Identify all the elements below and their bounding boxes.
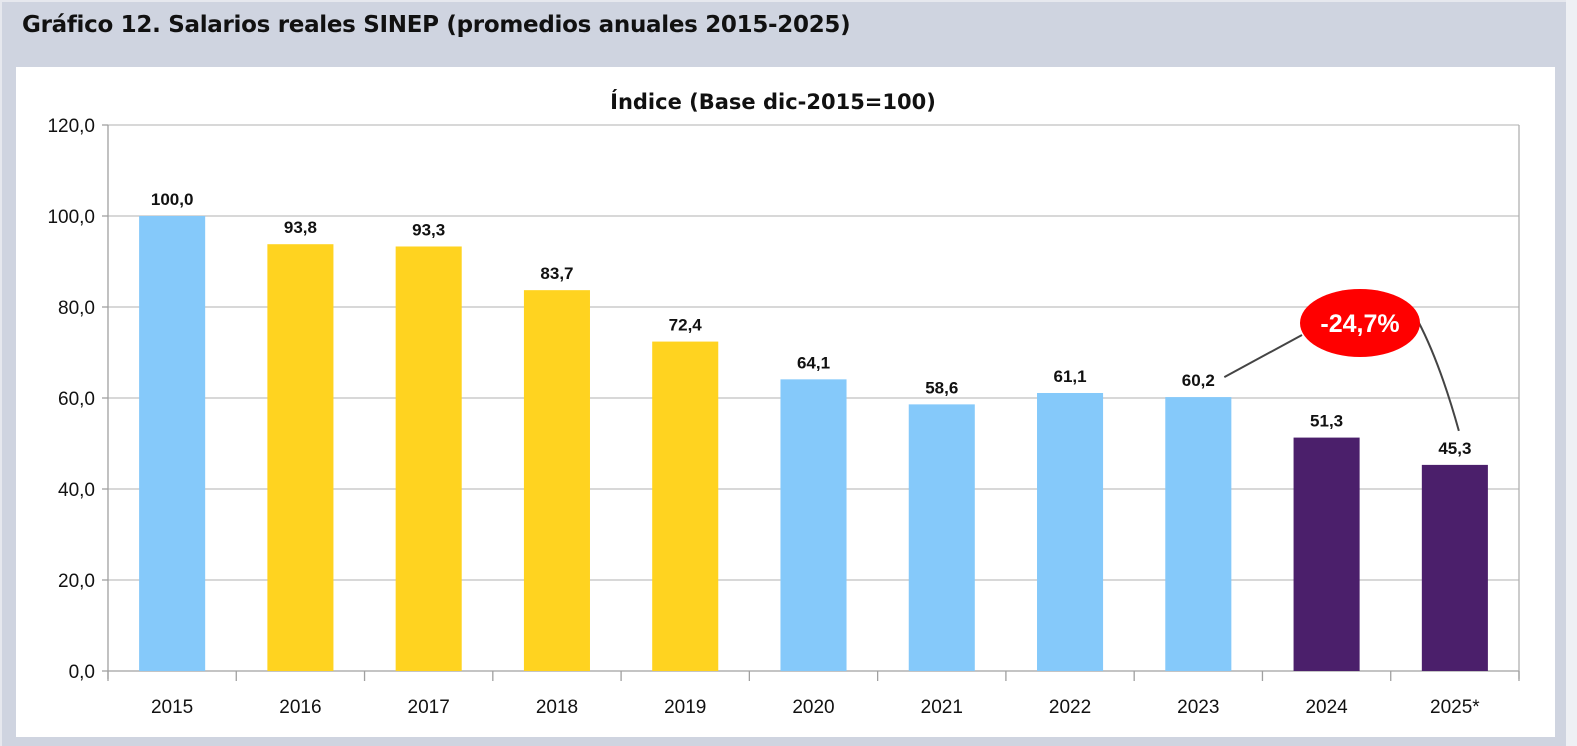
bars (139, 216, 1488, 672)
x-tick-label: 2019 (664, 697, 706, 718)
data-label: 100,0 (151, 190, 194, 209)
x-tick-label: 2023 (1177, 697, 1219, 718)
data-label: 60,2 (1182, 371, 1215, 390)
data-label: 93,3 (412, 220, 445, 239)
y-tick-label: 40,0 (58, 480, 95, 501)
x-tick-label: 2024 (1305, 697, 1348, 718)
bar-2022 (1037, 392, 1104, 671)
figure-title: Gráfico 12. Salarios reales SINEP (prome… (22, 12, 851, 38)
x-tick-label: 2016 (279, 697, 321, 718)
data-label: 61,1 (1053, 367, 1086, 386)
chart-panel: Índice (Base dic-2015=100) 0,0 20,0 40,0 60… (16, 67, 1555, 737)
bar-2016 (267, 244, 334, 671)
data-label: 64,1 (797, 353, 830, 372)
bar-2021 (908, 404, 975, 671)
data-label: 58,6 (925, 378, 958, 397)
data-label: 93,8 (284, 218, 317, 237)
x-tick-label: 2015 (151, 697, 193, 718)
y-axis: 0,0 20,0 40,0 60,0 80,0 100,0 120,0 (47, 116, 1520, 683)
y-tick-label: 60,0 (58, 389, 95, 410)
bar-2020 (780, 379, 847, 671)
bar-2025 (1421, 464, 1488, 671)
callout-connector-right (1417, 320, 1460, 432)
x-tick-label: 2020 (792, 697, 834, 718)
x-tick-label: 2021 (921, 697, 963, 718)
data-label: 51,3 (1310, 412, 1343, 431)
data-label: 45,3 (1438, 439, 1471, 458)
x-tick-label: 2025* (1430, 697, 1480, 718)
callout-connector-left (1223, 334, 1303, 378)
y-tick-label: 0,0 (69, 662, 95, 683)
bar-2015 (139, 216, 206, 671)
data-label: 72,4 (669, 316, 703, 335)
callout-label: -24,7% (1320, 310, 1399, 338)
bar-2024 (1293, 437, 1360, 671)
data-labels: 100,0 93,8 93,3 83,7 72,4 64,1 58,6 61,1 60,2 51,… (151, 190, 1472, 458)
y-tick-label: 20,0 (58, 571, 95, 592)
right-margin-strip (1566, 0, 1577, 746)
y-tick-label: 100,0 (47, 207, 95, 228)
x-tick-label: 2022 (1049, 697, 1091, 718)
data-label: 83,7 (540, 264, 573, 283)
x-tick-label: 2017 (408, 697, 450, 718)
bar-2017 (395, 246, 462, 672)
bar-2019 (652, 341, 719, 671)
bar-chart: Índice (Base dic-2015=100) 0,0 20,0 40,0 60… (47, 89, 1520, 718)
y-tick-label: 80,0 (58, 298, 95, 319)
y-tick-label: 120,0 (47, 116, 95, 137)
bar-2018 (523, 290, 590, 671)
bar-2023 (1165, 397, 1232, 671)
x-axis: 2015 2016 2017 2018 2019 2020 2021 2022 2023 2024… (107, 671, 1520, 718)
x-tick-label: 2018 (536, 697, 578, 718)
callout-ellipse (1300, 289, 1420, 357)
chart-title: Índice (Base dic-2015=100) (610, 89, 936, 114)
change-callout: -24,7% (1223, 289, 1460, 432)
